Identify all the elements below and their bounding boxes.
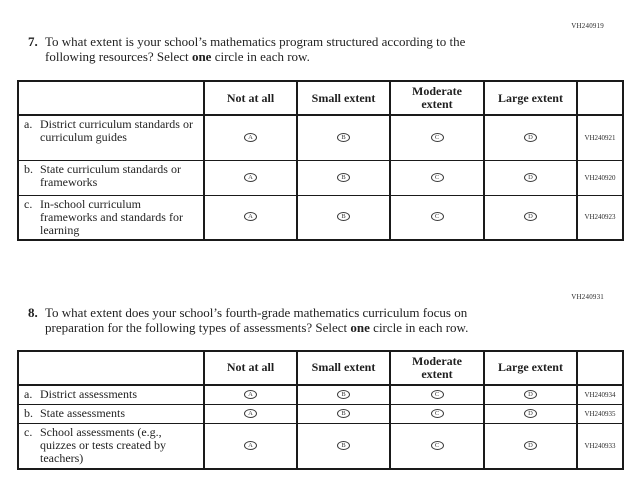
question-8-line1: To what extent does your school’s fourth…: [45, 304, 468, 320]
answer-oval-c[interactable]: C: [430, 212, 444, 221]
item-code-q7: VH240919: [571, 22, 604, 30]
q8-header-moderate-extent: Moderate extent: [389, 349, 485, 386]
q8-row-a: a. District assessments A B C D VH240934: [17, 384, 624, 405]
answer-oval-b[interactable]: B: [337, 389, 350, 399]
q8-line2-bold: one: [350, 319, 370, 335]
q8-header-not-at-all: Not at all: [203, 349, 298, 386]
question-8-table: Not at all Small extent Moderate extent …: [17, 349, 624, 470]
answer-oval-b[interactable]: B: [337, 440, 350, 450]
answer-oval-c[interactable]: C: [430, 172, 444, 182]
answer-oval-d[interactable]: D: [524, 389, 537, 399]
question-8-line2: preparation for the following types of a…: [45, 320, 468, 335]
row-letter: b.: [24, 405, 33, 420]
answer-oval-a[interactable]: A: [244, 408, 257, 418]
answer-oval-d[interactable]: D: [524, 440, 537, 450]
q8-line2-post: circle in each row.: [369, 319, 469, 335]
question-7: 7. To what extent is your school’s mathe…: [28, 34, 606, 64]
answer-oval-c[interactable]: C: [430, 440, 444, 450]
row-code: VH240934: [576, 384, 624, 405]
q7-header-not-at-all: Not at all: [203, 80, 298, 116]
answer-oval-d[interactable]: D: [524, 408, 537, 418]
q8-header-empty: [17, 349, 205, 386]
question-7-line2: following resources? Select one circle i…: [45, 49, 465, 64]
question-8-number: 8.: [28, 304, 38, 320]
answer-oval-d[interactable]: D: [524, 132, 537, 142]
q7-header-moderate-extent: Moderate extent: [389, 80, 485, 116]
row-label: In-school curriculum frameworks and stan…: [40, 196, 183, 237]
row-label: State curriculum standards or frameworks: [40, 161, 181, 189]
answer-oval-a[interactable]: A: [244, 389, 257, 399]
row-letter: a.: [24, 386, 33, 401]
q8-header-small-extent: Small extent: [296, 349, 391, 386]
q8-row-b: b. State assessments A B C D VH240935: [17, 403, 624, 424]
q7-header-code-empty: [576, 80, 624, 116]
row-code: VH240935: [576, 403, 624, 424]
answer-oval-d[interactable]: D: [524, 212, 537, 221]
q7-row-c: c. In-school curriculum frameworks and st…: [17, 194, 624, 241]
row-letter: c.: [24, 196, 33, 211]
q7-header-large-extent: Large extent: [483, 80, 578, 116]
q8-row-c: c. School assessments (e.g., quizzes or t…: [17, 422, 624, 470]
answer-oval-b[interactable]: B: [337, 408, 350, 418]
answer-oval-c[interactable]: C: [430, 408, 444, 418]
row-label: District assessments: [40, 386, 137, 401]
row-letter: a.: [24, 117, 33, 131]
row-letter: c.: [24, 424, 33, 439]
answer-oval-b[interactable]: B: [337, 212, 350, 221]
row-letter: b.: [24, 161, 33, 176]
question-7-table: Not at all Small extent Moderate extent …: [17, 80, 624, 241]
answer-oval-b[interactable]: B: [337, 172, 350, 182]
q8-header-row: Not at all Small extent Moderate extent …: [17, 349, 624, 386]
answer-oval-b[interactable]: B: [337, 132, 350, 142]
answer-oval-a[interactable]: A: [244, 132, 257, 142]
answer-oval-a[interactable]: A: [244, 440, 257, 450]
q7-row-a: a. District curriculum standards or curri…: [17, 114, 624, 161]
answer-oval-a[interactable]: A: [244, 212, 257, 221]
q7-header-small-extent: Small extent: [296, 80, 391, 116]
row-code: VH240921: [576, 114, 624, 161]
item-code-q8: VH240931: [571, 292, 604, 301]
q7-line2-bold: one: [191, 49, 212, 64]
question-8: 8. To what extent does your school’s fou…: [28, 305, 606, 335]
q7-header-row: Not at all Small extent Moderate extent …: [17, 80, 624, 116]
question-7-line1: To what extent is your school’s mathemat…: [45, 34, 466, 49]
answer-oval-d[interactable]: D: [524, 172, 537, 182]
answer-oval-a[interactable]: A: [244, 172, 257, 182]
row-label: District curriculum standards or curricu…: [40, 117, 193, 144]
row-code: VH240933: [576, 422, 624, 470]
answer-oval-c[interactable]: C: [430, 389, 444, 399]
question-8-text: To what extent does your school’s fourth…: [45, 305, 468, 335]
answer-oval-c[interactable]: C: [430, 132, 444, 142]
question-7-text: To what extent is your school’s mathemat…: [45, 34, 465, 64]
q8-header-large-extent: Large extent: [483, 349, 578, 386]
q7-line2-post: circle in each row.: [211, 49, 310, 64]
q7-row-b: b. State curriculum standards or framewor…: [17, 159, 624, 196]
row-code: VH240920: [576, 159, 624, 196]
question-7-number: 7.: [28, 34, 38, 49]
q8-header-code-empty: [576, 349, 624, 386]
q7-header-empty: [17, 80, 205, 116]
row-code: VH240923: [576, 194, 624, 241]
row-label: State assessments: [40, 405, 125, 420]
row-label: School assessments (e.g., quizzes or tes…: [40, 424, 166, 465]
q7-line2-pre: following resources? Select: [45, 49, 192, 64]
q8-line2-pre: preparation for the following types of a…: [45, 319, 351, 335]
